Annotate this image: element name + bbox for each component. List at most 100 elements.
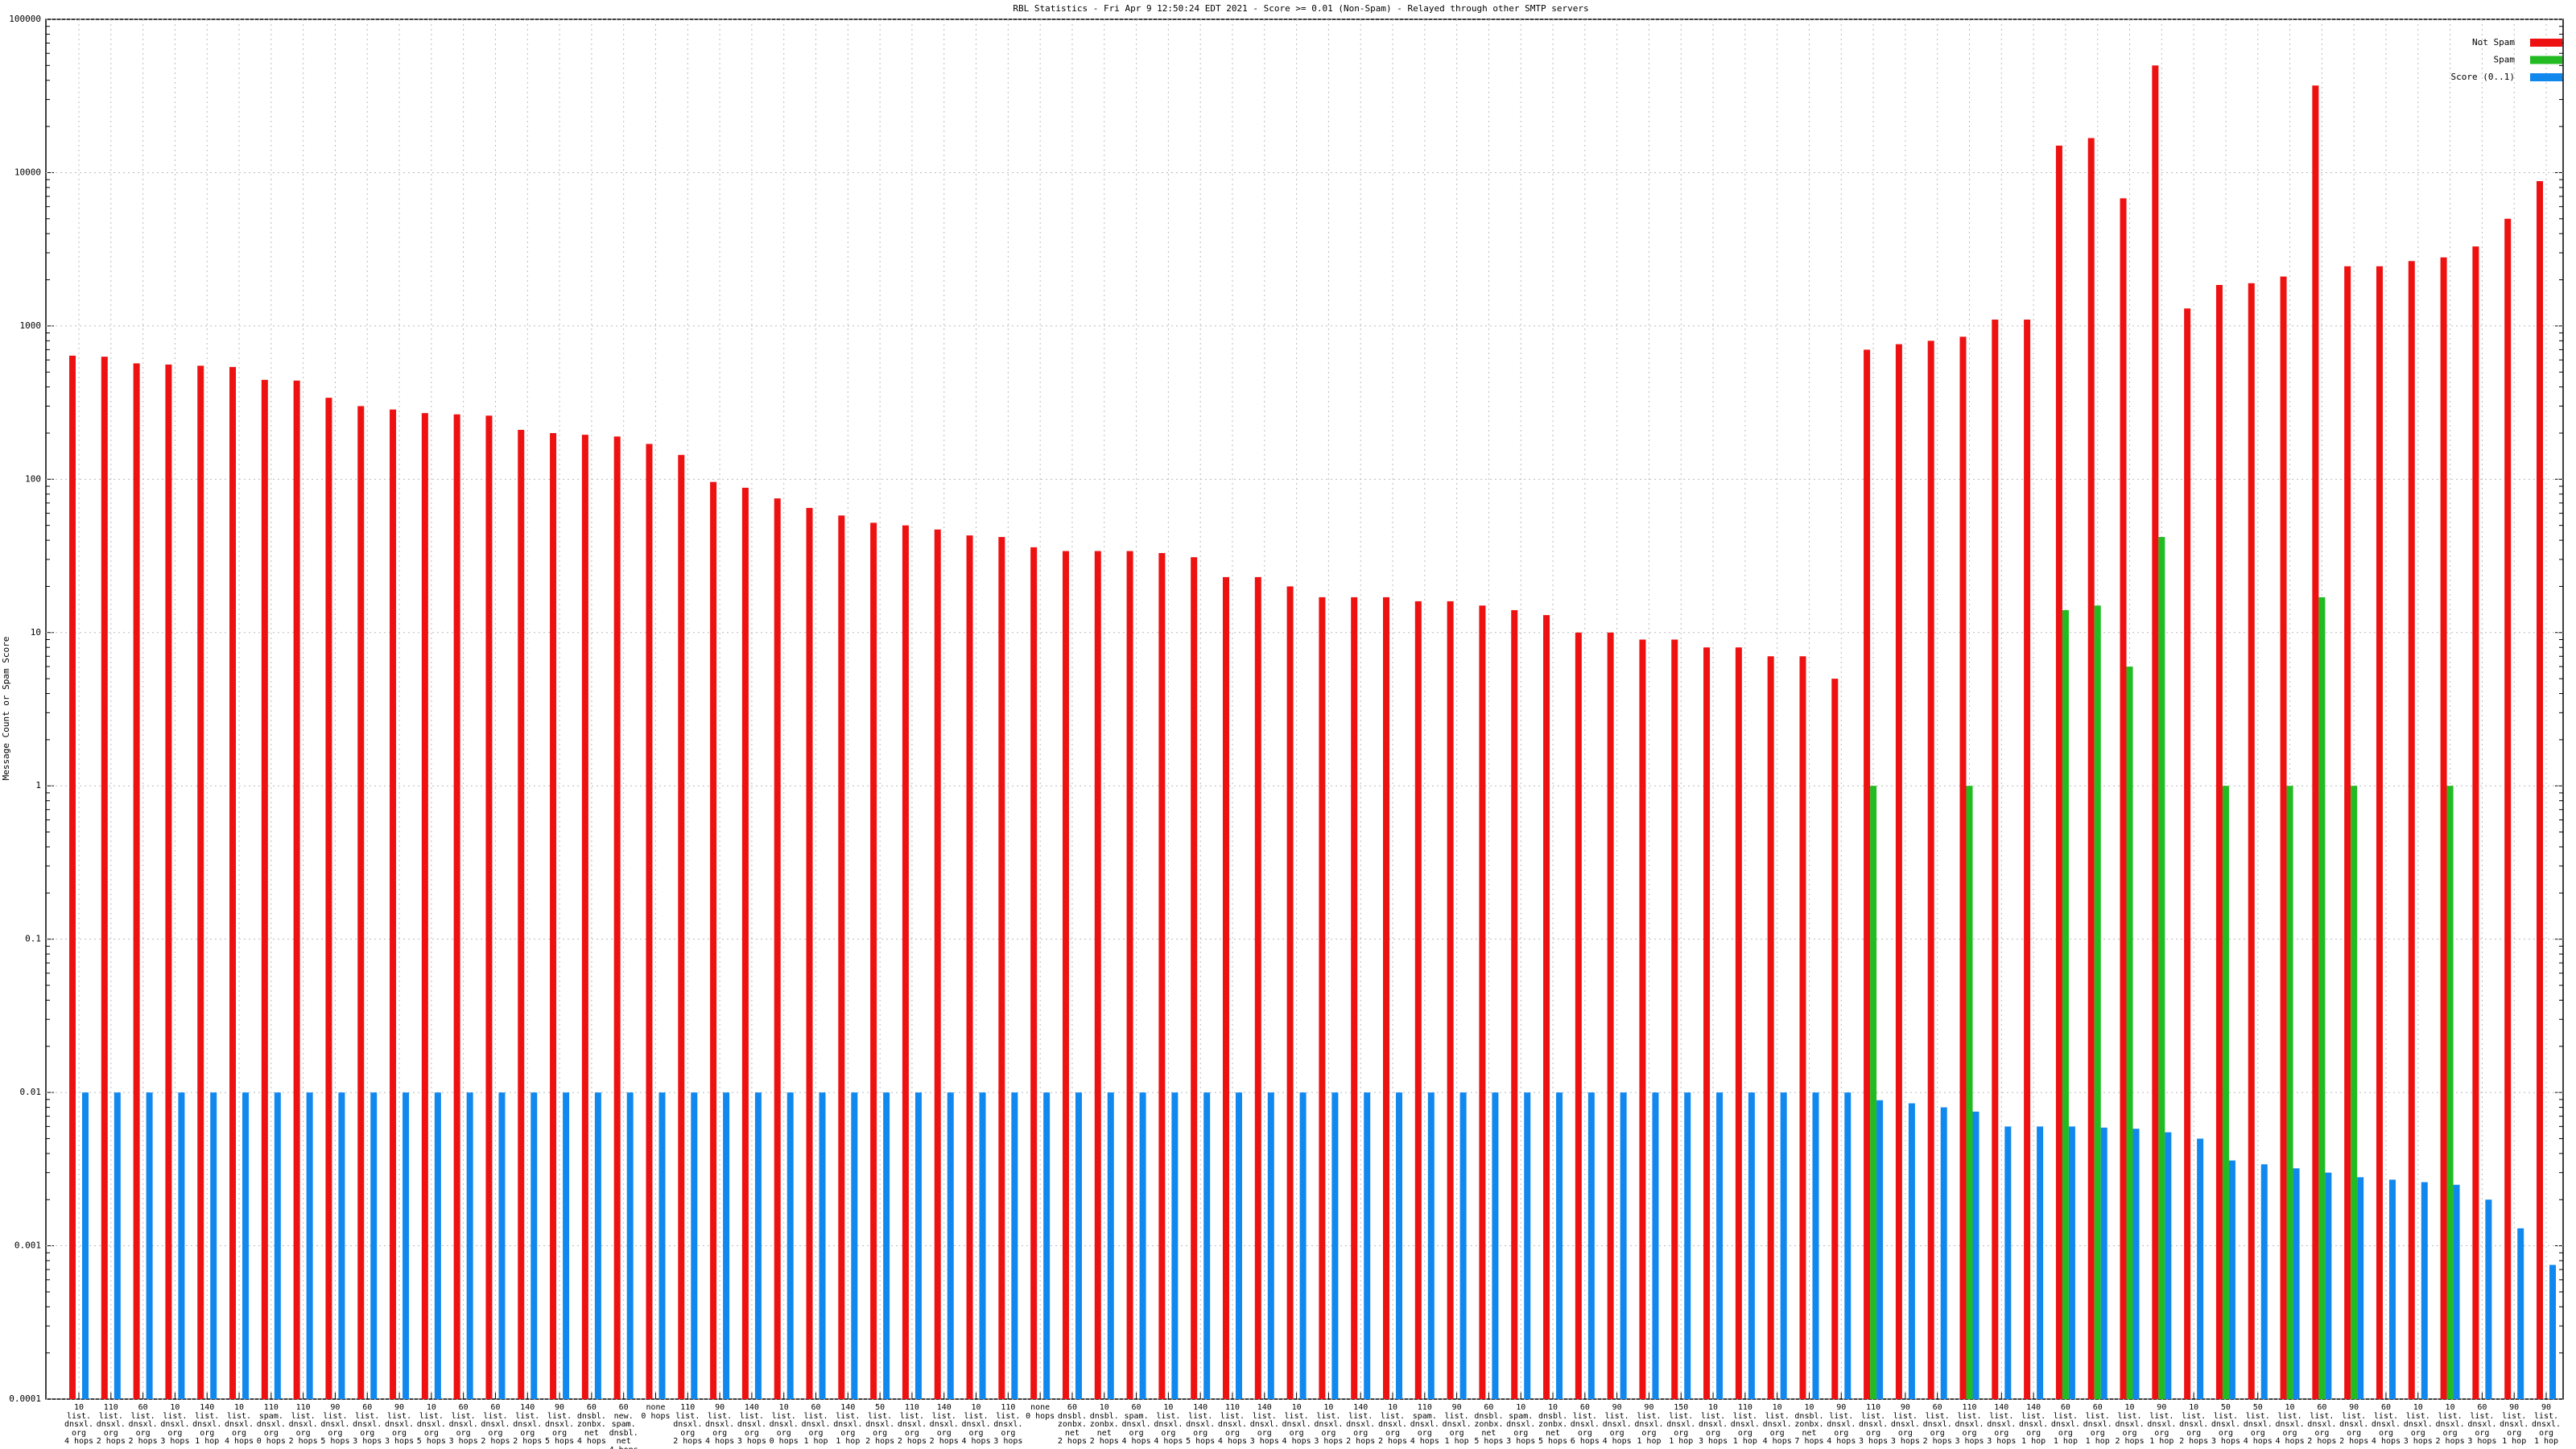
bar bbox=[1671, 639, 1678, 1399]
bar bbox=[2132, 1129, 2140, 1399]
bar bbox=[1191, 557, 1198, 1399]
bar bbox=[1870, 786, 1877, 1399]
bar bbox=[1094, 551, 1101, 1399]
bar bbox=[1447, 601, 1454, 1399]
bar bbox=[2485, 1199, 2492, 1399]
bar bbox=[934, 529, 941, 1399]
bar bbox=[1286, 586, 1294, 1399]
y-tick-label: 10 bbox=[31, 627, 41, 638]
bar bbox=[1864, 349, 1871, 1399]
bar bbox=[1364, 1092, 1371, 1399]
bar bbox=[1171, 1092, 1179, 1399]
bar bbox=[1414, 601, 1422, 1399]
x-tick-label: 10 dnsbl. zonbx. net 5 hops bbox=[1538, 1403, 1568, 1447]
bar bbox=[453, 414, 460, 1399]
bar bbox=[1319, 597, 1326, 1399]
x-tick-label: 140 list. dnsxl. org 2 hops bbox=[1346, 1403, 1376, 1447]
bar bbox=[1735, 647, 1742, 1399]
x-tick-label: 60 list. dnsxl. org 3 hops bbox=[448, 1403, 478, 1447]
y-tick-label: 0.001 bbox=[14, 1241, 41, 1251]
bar bbox=[2388, 1179, 2396, 1399]
bar bbox=[658, 1092, 666, 1399]
bar bbox=[1992, 320, 1999, 1400]
bar bbox=[774, 498, 781, 1399]
x-tick-label: 140 list. dnsxl. org 1 hop bbox=[833, 1403, 863, 1447]
bar bbox=[2120, 198, 2127, 1400]
bar bbox=[82, 1092, 89, 1399]
legend-swatch bbox=[2530, 56, 2562, 64]
legend-label: Score (0..1) bbox=[2451, 72, 2515, 82]
x-tick-label: 50 list. dnsxl. org 4 hops bbox=[2243, 1403, 2273, 1447]
bar bbox=[819, 1092, 826, 1399]
bar bbox=[2062, 609, 2069, 1399]
bar bbox=[979, 1092, 986, 1399]
x-tick-label: 140 list. dnsxl. org 1 hop bbox=[192, 1403, 222, 1447]
bar bbox=[1620, 1092, 1627, 1399]
legend-swatch bbox=[2530, 73, 2562, 81]
x-tick-label: 140 list. dnsxl. org 3 hops bbox=[1249, 1403, 1279, 1447]
x-tick-label: 90 list. dnsxl. org 1 hop bbox=[2147, 1403, 2177, 1447]
x-tick-label: 110 list. dnsxl. org 4 hops bbox=[1217, 1403, 1248, 1447]
bar bbox=[741, 487, 749, 1400]
bar bbox=[1479, 605, 1486, 1399]
bar bbox=[2286, 786, 2293, 1399]
bar bbox=[390, 409, 397, 1399]
bar bbox=[2004, 1126, 2012, 1399]
bar bbox=[2037, 1126, 2044, 1399]
bar bbox=[1767, 656, 1774, 1399]
bar bbox=[2421, 1182, 2428, 1399]
x-tick-label: 10 list. dnsxl. org 3 hops bbox=[160, 1403, 190, 1447]
x-tick-label: 140 list. dnsxl. org 3 hops bbox=[737, 1403, 766, 1447]
bar bbox=[2197, 1138, 2204, 1399]
bar bbox=[678, 455, 685, 1399]
x-tick-label: 110 spam. dnsxl. org 4 hops bbox=[1410, 1403, 1439, 1447]
bar bbox=[2549, 1265, 2556, 1399]
x-tick-label: 10 list. dnsxl. org 4 hops bbox=[1762, 1403, 1792, 1447]
bar bbox=[626, 1092, 634, 1399]
bar bbox=[2184, 308, 2191, 1400]
x-tick-label: 110 list. dnsxl. org 2 hops bbox=[288, 1403, 318, 1447]
bar bbox=[2228, 1160, 2235, 1399]
x-tick-label: 110 list. dnsxl. org 2 hops bbox=[673, 1403, 703, 1447]
x-tick-label: 10 spam. dnsxl. org 3 hops bbox=[1506, 1403, 1536, 1447]
bar bbox=[947, 1092, 954, 1399]
bar bbox=[2094, 605, 2101, 1399]
y-axis-label: Message Count or Spam Score bbox=[1, 637, 11, 781]
bar bbox=[2158, 537, 2165, 1399]
bar bbox=[710, 481, 717, 1399]
bar bbox=[1639, 639, 1646, 1399]
x-tick-label: 10 list. dnsxl. org 3 hops bbox=[1699, 1403, 1728, 1447]
x-tick-label: 90 list. dnsxl. org 5 hops bbox=[320, 1403, 350, 1447]
x-tick-label: 60 list. dnsxl. org 2 hops bbox=[1922, 1403, 1952, 1447]
bar bbox=[466, 1092, 473, 1399]
bar bbox=[2504, 218, 2512, 1399]
bar bbox=[1267, 1092, 1274, 1399]
x-tick-label: 110 list. dnsxl. org 1 hop bbox=[1730, 1403, 1760, 1447]
bar bbox=[1959, 336, 1967, 1399]
y-tick-label: 10000 bbox=[14, 167, 41, 177]
bar bbox=[1299, 1092, 1307, 1399]
bar bbox=[691, 1092, 698, 1399]
x-tick-label: 60 list. dnsxl. org 1 hop bbox=[2083, 1403, 2112, 1447]
x-tick-label: 90 list. dnsxl. org 4 hops bbox=[1827, 1403, 1856, 1447]
bar bbox=[133, 363, 140, 1400]
x-tick-label: 10 list. dnsxl. org 0 hops bbox=[769, 1403, 799, 1447]
x-tick-label: 10 list. dnsxl. org 4 hops bbox=[1154, 1403, 1183, 1447]
x-tick-label: 10 list. dnsxl. org 3 hops bbox=[2403, 1403, 2433, 1447]
bar bbox=[1587, 1092, 1595, 1399]
bar bbox=[421, 413, 428, 1399]
x-tick-label: 60 dnsbl. zonbx. net 5 hops bbox=[1474, 1403, 1504, 1447]
y-tick-label: 1 bbox=[35, 780, 41, 791]
bar bbox=[101, 357, 108, 1399]
bar bbox=[2325, 1172, 2332, 1399]
x-tick-label: 110 list. dnsxl. org 3 hops bbox=[993, 1403, 1023, 1447]
x-tick-label: 140 list. dnsxl. org 1 hop bbox=[2019, 1403, 2049, 1447]
bar bbox=[2165, 1132, 2172, 1399]
bar bbox=[1543, 615, 1550, 1399]
x-tick-label: 60 list. dnsxl. org 2 hops bbox=[2307, 1403, 2337, 1447]
x-tick-label: 90 list. dnsxl. org 2 hops bbox=[2339, 1403, 2369, 1447]
bar bbox=[2055, 145, 2062, 1400]
bar bbox=[210, 1092, 217, 1399]
x-tick-label: 140 list. dnsxl. org 3 hops bbox=[1987, 1403, 2017, 1447]
bar bbox=[1940, 1107, 1947, 1399]
